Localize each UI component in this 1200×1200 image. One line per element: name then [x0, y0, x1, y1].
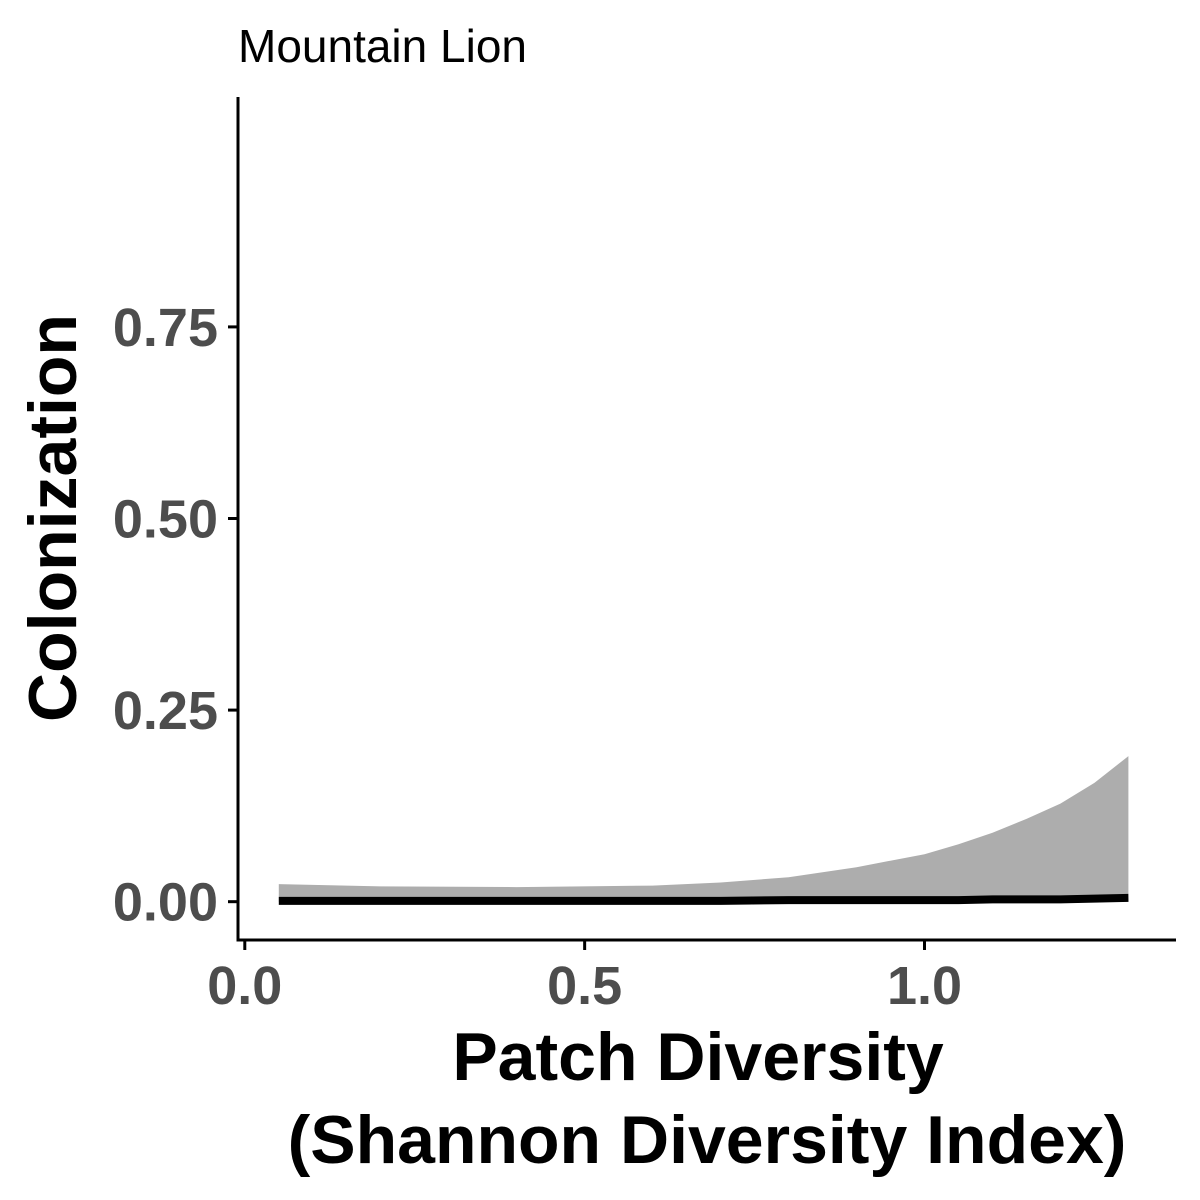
x-ticks: 0.0 0.5 1.0	[207, 940, 962, 1016]
x-tick-label: 0.5	[547, 956, 622, 1016]
confidence-band-0	[278, 756, 1129, 902]
y-tick-label: 0.25	[113, 681, 218, 741]
y-tick-label: 0.75	[113, 298, 218, 358]
y-tick-label: 0.00	[113, 873, 218, 933]
y-tick-label: 0.50	[113, 490, 218, 550]
x-tick-label: 1.0	[887, 956, 962, 1016]
chart-title: Mountain Lion	[238, 20, 527, 72]
y-ticks: 0.00 0.25 0.50 0.75	[113, 298, 238, 933]
x-axis-title-line-1: Patch Diversity	[452, 1019, 944, 1095]
x-axis-title-line-2: (Shannon Diversity Index)	[288, 1102, 1127, 1178]
plot-area	[278, 756, 1129, 905]
series-line-0	[278, 893, 1129, 905]
x-tick-label: 0.0	[207, 956, 282, 1016]
y-axis-title: Colonization	[15, 314, 91, 722]
